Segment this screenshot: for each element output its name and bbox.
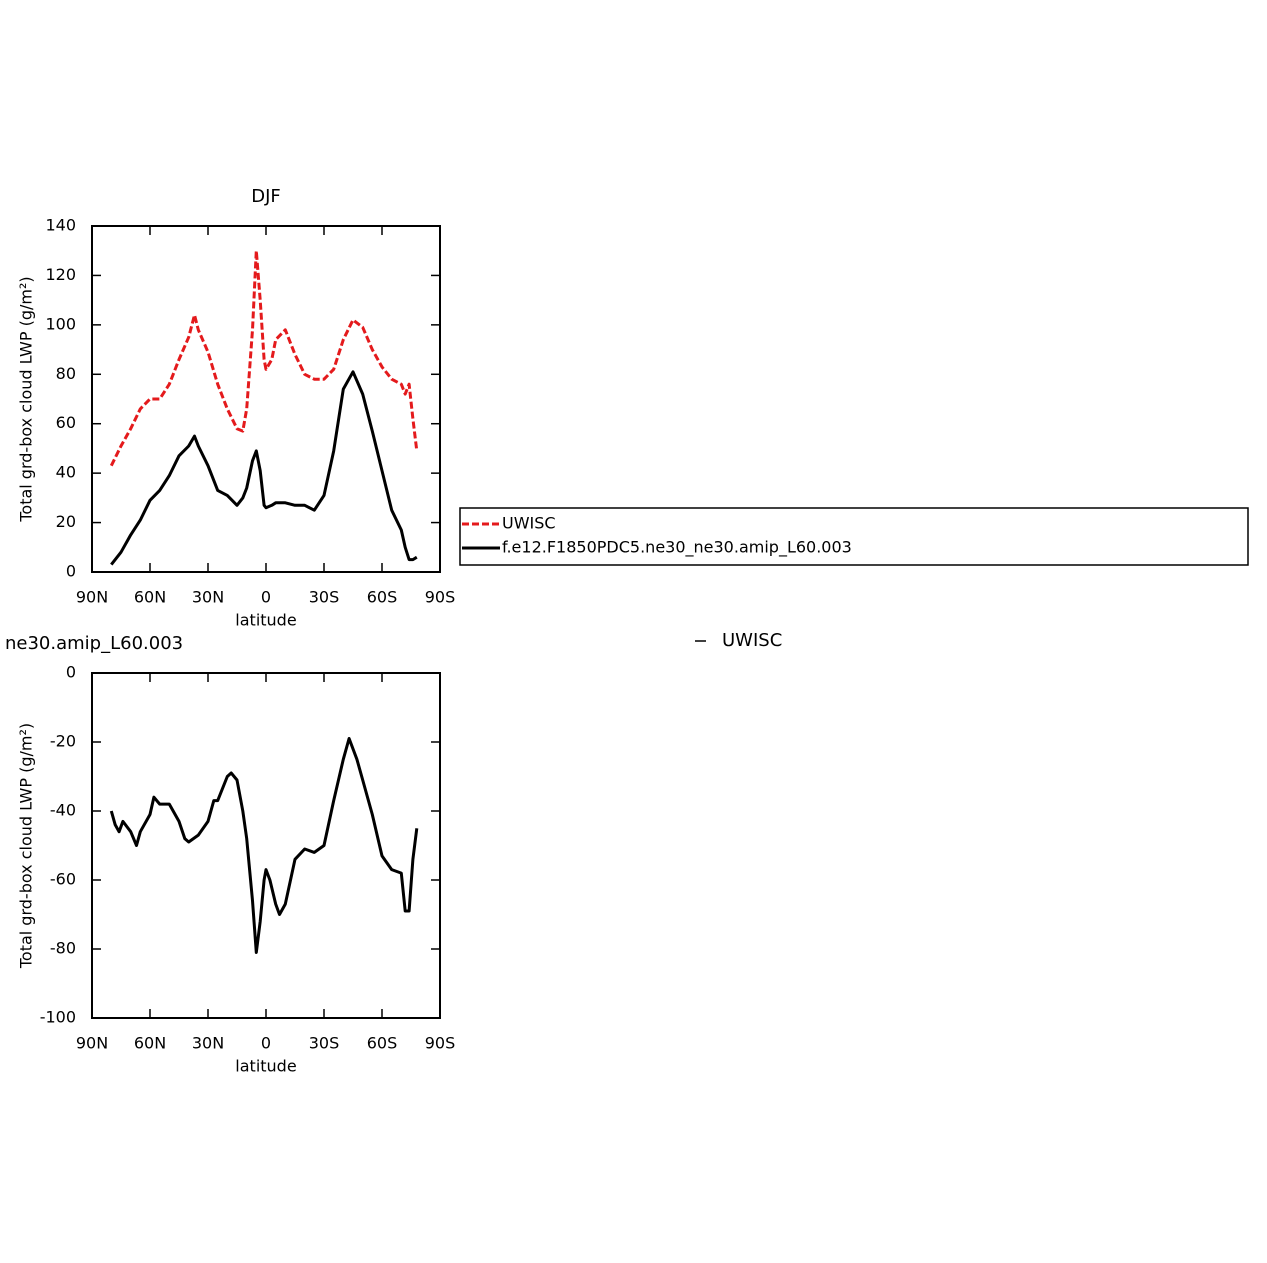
legend-box xyxy=(459,507,1249,566)
x-tick-label: 90S xyxy=(425,1034,456,1053)
x-axis-label: latitude xyxy=(235,1057,296,1076)
y-tick-label: 80 xyxy=(56,364,76,383)
x-tick-label: 30S xyxy=(309,1034,340,1053)
y-tick-label: -20 xyxy=(50,732,76,751)
plot-frame xyxy=(91,672,441,1019)
y-tick-label: 140 xyxy=(45,216,76,235)
legend-label: f.e12.F1850PDC5.ne30_ne30.amip_L60.003 xyxy=(502,538,852,558)
x-tick-label: 60S xyxy=(367,1034,398,1053)
y-tick-label: 0 xyxy=(66,562,76,581)
data-line xyxy=(110,370,418,566)
data-line xyxy=(109,249,419,467)
plot-frame xyxy=(91,225,441,573)
x-tick-label: 30S xyxy=(309,588,340,607)
x-tick-label: 60N xyxy=(134,1034,166,1053)
y-tick-label: 100 xyxy=(45,314,76,333)
x-tick-label: 90N xyxy=(76,1034,108,1053)
chart-title: DJF xyxy=(251,186,281,207)
y-tick-label: -80 xyxy=(50,939,76,958)
y-tick-label: 60 xyxy=(56,413,76,432)
y-tick-label: 0 xyxy=(66,663,76,682)
x-tick-label: 90S xyxy=(425,588,456,607)
x-tick-label: 60N xyxy=(134,588,166,607)
y-tick-label: 20 xyxy=(56,512,76,531)
y-tick-label: 120 xyxy=(45,265,76,284)
x-tick-label: 60S xyxy=(367,588,398,607)
y-axis-label: Total grd-box cloud LWP (g/m²) xyxy=(17,276,36,522)
y-tick-label: -100 xyxy=(40,1008,76,1027)
x-tick-label: 0 xyxy=(261,1034,271,1053)
y-tick-label: 40 xyxy=(56,463,76,482)
x-axis-label: latitude xyxy=(235,611,296,630)
legend-label: UWISC xyxy=(722,630,782,651)
x-tick-label: 30N xyxy=(192,1034,224,1053)
legend-label: UWISC xyxy=(502,514,556,533)
x-tick-label: 90N xyxy=(76,588,108,607)
y-tick-label: -40 xyxy=(50,801,76,820)
y-tick-label: -60 xyxy=(50,870,76,889)
data-line xyxy=(109,737,419,954)
x-tick-label: 0 xyxy=(261,588,271,607)
chart-title: ne30.amip_L60.003 xyxy=(5,633,183,654)
x-tick-label: 30N xyxy=(192,588,224,607)
y-axis-label: Total grd-box cloud LWP (g/m²) xyxy=(17,723,36,969)
